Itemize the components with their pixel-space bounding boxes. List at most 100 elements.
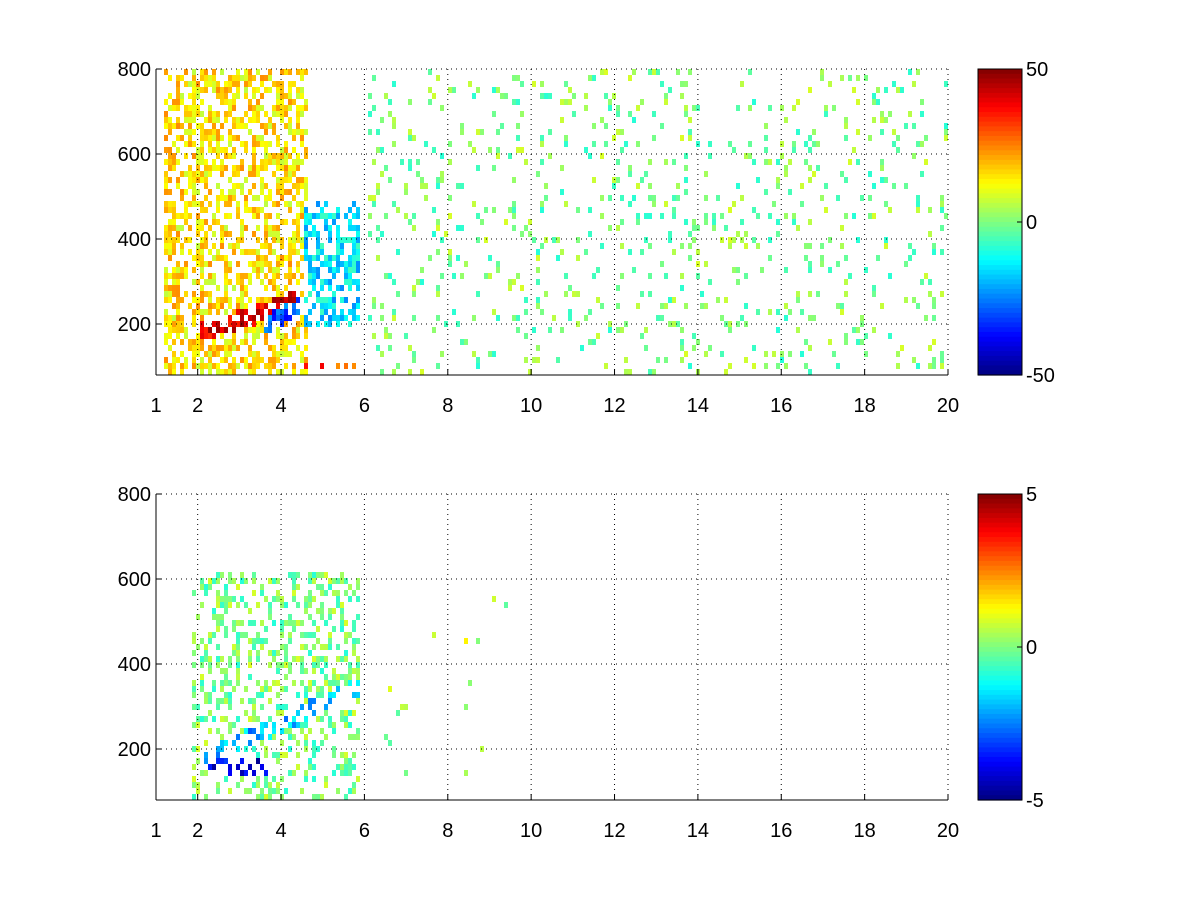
heatmap-cell	[336, 249, 340, 255]
heatmap-cell	[280, 87, 284, 93]
heatmap-cell	[304, 99, 308, 105]
colorbar-segment	[978, 742, 1022, 749]
heatmap-cell	[268, 614, 272, 620]
heatmap-cell	[244, 69, 248, 75]
heatmap-cell	[420, 279, 424, 285]
heatmap-cell	[576, 207, 580, 213]
heatmap-cell	[228, 81, 232, 87]
colorbar-segment	[978, 92, 1022, 99]
heatmap-cell	[164, 117, 168, 123]
heatmap-cell	[940, 207, 944, 213]
heatmap-cell	[600, 303, 604, 309]
heatmap-cell	[224, 680, 228, 686]
heatmap-cell	[276, 315, 280, 321]
heatmap-cell	[232, 357, 236, 363]
heatmap-cell	[328, 608, 332, 614]
heatmap-cell	[244, 225, 248, 231]
colorbar-segment	[978, 112, 1022, 118]
heatmap-cell	[196, 345, 200, 351]
colorbar-segment	[978, 202, 1022, 209]
heatmap-cell	[192, 81, 196, 87]
heatmap-cell	[240, 75, 244, 81]
heatmap-cell	[288, 249, 292, 255]
heatmap-cell	[264, 219, 268, 225]
heatmap-cell	[268, 267, 272, 273]
heatmap-cell	[760, 267, 764, 273]
heatmap-cell	[176, 309, 180, 315]
heatmap-cell	[752, 345, 756, 351]
heatmap-cell	[624, 141, 628, 147]
heatmap-cell	[404, 333, 408, 339]
heatmap-cell	[192, 255, 196, 261]
heatmap-cell	[252, 195, 256, 201]
heatmap-cell	[392, 81, 396, 87]
heatmap-cell	[204, 243, 208, 249]
heatmap-cell	[576, 255, 580, 261]
heatmap-cell	[536, 345, 540, 351]
heatmap-cell	[228, 728, 232, 734]
heatmap-cell	[784, 303, 788, 309]
heatmap-cell	[252, 704, 256, 710]
heatmap-cell	[280, 752, 284, 758]
colorbar-segment	[978, 265, 1022, 271]
heatmap-cell	[600, 243, 604, 249]
heatmap-cell	[516, 315, 520, 321]
heatmap-cell	[268, 87, 272, 93]
heatmap-cell	[780, 153, 784, 159]
heatmap-cell	[236, 309, 240, 315]
heatmap-cell	[512, 177, 516, 183]
heatmap-cell	[296, 249, 300, 255]
heatmap-cell	[260, 261, 264, 267]
heatmap-cell	[252, 620, 256, 626]
heatmap-cell	[252, 770, 256, 776]
heatmap-cell	[476, 363, 480, 369]
heatmap-cell	[272, 656, 276, 662]
heatmap-cell	[200, 297, 204, 303]
heatmap-cell	[332, 213, 336, 219]
heatmap-cell	[736, 267, 740, 273]
heatmap-cell	[664, 159, 668, 165]
heatmap-cell	[660, 213, 664, 219]
heatmap-cell	[276, 710, 280, 716]
heatmap-cell	[252, 93, 256, 99]
heatmap-cell	[796, 99, 800, 105]
heatmap-cell	[336, 644, 340, 650]
heatmap-cell	[304, 213, 308, 219]
heatmap-cell	[684, 177, 688, 183]
colorbar-segment	[978, 594, 1022, 600]
grid-lines	[156, 69, 948, 375]
heatmap-cell	[656, 315, 660, 321]
heatmap-cell	[356, 596, 360, 602]
heatmap-cell	[224, 602, 228, 608]
heatmap-cell	[716, 195, 720, 201]
heatmap-cell	[284, 111, 288, 117]
heatmap-cell	[200, 333, 204, 339]
heatmap-cell	[744, 303, 748, 309]
heatmap-cell	[288, 171, 292, 177]
heatmap-cell	[252, 135, 256, 141]
heatmap-cell	[164, 69, 168, 75]
heatmap-cell	[236, 662, 240, 668]
heatmap-cell	[280, 297, 284, 303]
heatmap-cell	[756, 309, 760, 315]
heatmap-cell	[340, 602, 344, 608]
heatmap-cell	[664, 303, 668, 309]
heatmap-cell	[680, 345, 684, 351]
heatmap-cell	[780, 357, 784, 363]
heatmap-cell	[564, 99, 568, 105]
heatmap-cell	[492, 309, 496, 315]
heatmap-cell	[196, 225, 200, 231]
heatmap-cell	[516, 135, 520, 141]
heatmap-cell	[500, 123, 504, 129]
heatmap-cell	[204, 117, 208, 123]
heatmap-cell	[320, 794, 324, 800]
heatmap-cell	[232, 345, 236, 351]
heatmap-cell	[304, 225, 308, 231]
heatmap-cell	[212, 213, 216, 219]
heatmap-cell	[172, 153, 176, 159]
heatmap-cell	[740, 315, 744, 321]
heatmap-cell	[288, 189, 292, 195]
heatmap-cell	[208, 105, 212, 111]
heatmap-cell	[316, 686, 320, 692]
heatmap-cell	[288, 297, 292, 303]
